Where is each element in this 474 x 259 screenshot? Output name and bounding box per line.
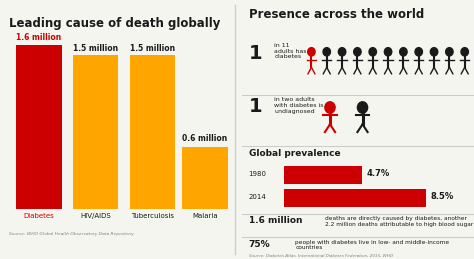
Circle shape (415, 48, 422, 56)
Text: 4.7%: 4.7% (367, 169, 390, 178)
FancyBboxPatch shape (283, 166, 362, 184)
Text: 1.5 million: 1.5 million (130, 44, 175, 53)
Circle shape (400, 48, 407, 56)
Circle shape (384, 48, 392, 56)
Circle shape (430, 48, 438, 56)
FancyBboxPatch shape (130, 55, 175, 209)
Text: 0.6 million: 0.6 million (182, 134, 228, 142)
Circle shape (338, 48, 346, 56)
Circle shape (369, 48, 376, 56)
Circle shape (354, 48, 361, 56)
Text: Diabetes: Diabetes (24, 213, 54, 219)
Text: 75%: 75% (249, 240, 270, 249)
Text: 1.6 million: 1.6 million (16, 33, 62, 42)
Text: Global prevalence: Global prevalence (249, 149, 340, 158)
Circle shape (446, 48, 453, 56)
Circle shape (323, 48, 330, 56)
FancyBboxPatch shape (182, 147, 228, 209)
Text: in 11
adults has
diabetes: in 11 adults has diabetes (274, 43, 307, 59)
Circle shape (308, 48, 315, 56)
Text: 2014: 2014 (249, 194, 266, 200)
FancyBboxPatch shape (73, 55, 118, 209)
Text: deaths are directly caused by diabetes, another
2.2 million deaths attributable : deaths are directly caused by diabetes, … (325, 216, 474, 227)
Text: 1: 1 (249, 97, 262, 116)
Text: Malaria: Malaria (192, 213, 218, 219)
Text: 1.6 million: 1.6 million (249, 216, 302, 225)
Text: people with diabetes live in low- and middle-income
countries: people with diabetes live in low- and mi… (295, 240, 449, 250)
Text: Presence across the world: Presence across the world (249, 8, 424, 21)
Circle shape (461, 48, 468, 56)
Circle shape (357, 102, 368, 113)
Text: 8.5%: 8.5% (430, 192, 454, 201)
Text: Source: Diabetes Atlas, International Diabetes Federation, 2015, WHO: Source: Diabetes Atlas, International Di… (249, 254, 393, 258)
Text: in two adults
with diabetes is
undiagnosed: in two adults with diabetes is undiagnos… (274, 97, 324, 114)
Text: 1.5 million: 1.5 million (73, 44, 118, 53)
FancyBboxPatch shape (283, 189, 426, 207)
Circle shape (325, 102, 335, 113)
Text: 1: 1 (249, 44, 262, 63)
Text: Leading cause of death globally: Leading cause of death globally (9, 17, 221, 30)
Text: Tuberculosis: Tuberculosis (131, 213, 174, 219)
Text: Source: WHO Global Health Observatory Data Repository: Source: WHO Global Health Observatory Da… (9, 232, 134, 236)
FancyBboxPatch shape (16, 45, 62, 209)
Text: 1980: 1980 (249, 170, 267, 177)
Text: HIV/AIDS: HIV/AIDS (81, 213, 111, 219)
